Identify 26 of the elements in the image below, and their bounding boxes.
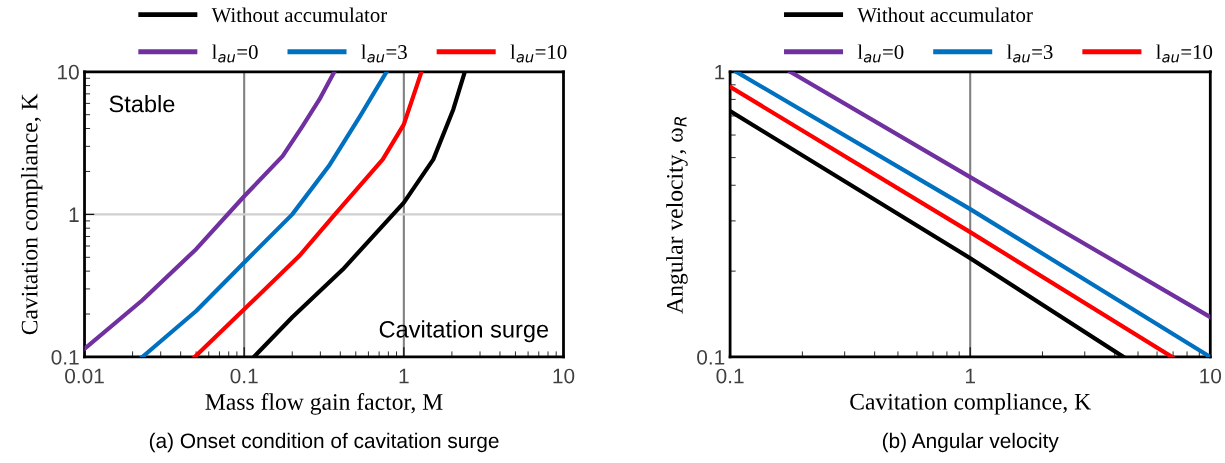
x-tick-label: 1 [966, 368, 975, 384]
legend-label: l$_{au}$=3 [1006, 44, 1053, 63]
legend-label: l$_{au}$=10 [510, 44, 567, 63]
x-tick-label: 1 [399, 368, 409, 384]
x-axis-title: Mass flow gain factor, M [205, 393, 443, 415]
legend-label: l$_{au}$=0 [212, 44, 258, 63]
legend-label: l$_{au}$=0 [857, 44, 904, 63]
text: (b) Angular velocity [882, 432, 1059, 453]
y-tick-label: 1 [69, 207, 79, 222]
x-tick-label: 0.1 [716, 368, 744, 384]
annotation: Cavitation surge [379, 320, 549, 343]
legend-label: Without accumulator [211, 7, 388, 23]
y-tick-label: 10 [58, 64, 79, 80]
y-axis-title: Angular velocity, ω$_{R}$ [666, 117, 688, 314]
x-axis-title: Cavitation compliance, K [850, 393, 1091, 415]
legend-label: l$_{au}$=10 [1156, 44, 1213, 63]
y-axis-title: Cavitation compliance, K [20, 93, 43, 335]
x-tick-label: 10 [1200, 368, 1222, 384]
text: (a) Onset condition of cavitation surge [149, 432, 499, 453]
legend-label: Without accumulator [857, 7, 1033, 23]
legend-label: l$_{au}$=3 [361, 44, 407, 63]
x-tick-label: 0.01 [65, 368, 104, 384]
x-tick-label: 10 [553, 368, 575, 384]
y-tick-label: 0.1 [51, 349, 79, 365]
annotation: Stable [109, 94, 175, 113]
x-tick-label: 0.1 [230, 368, 258, 384]
